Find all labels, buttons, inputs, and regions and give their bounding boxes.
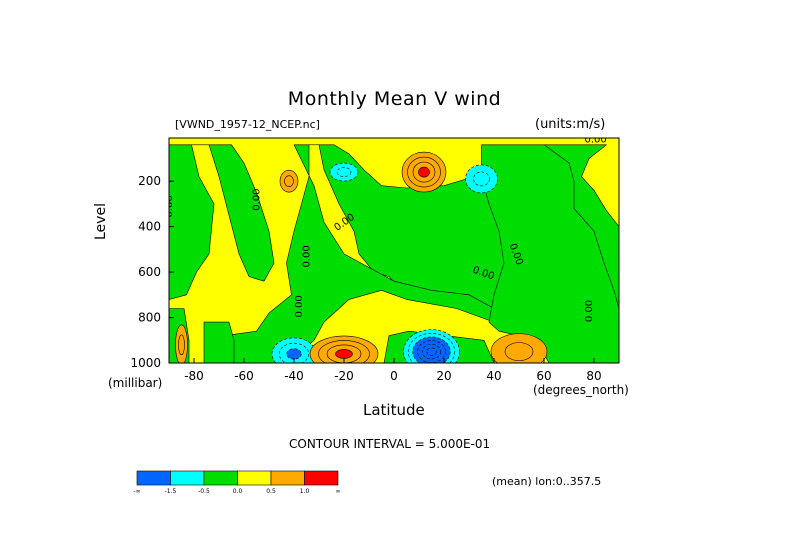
contour-interval-label: CONTOUR INTERVAL = 5.000E-01 <box>289 437 491 451</box>
units-label: (units:m/s) <box>535 117 606 132</box>
x-axis-label: Latitude <box>363 401 425 419</box>
colorbar-swatch-3 <box>237 470 272 486</box>
x-tick-label-0: -80 <box>184 369 204 383</box>
y-tick-label-4: 1000 <box>130 356 161 370</box>
mean-longitude-label: (mean) lon:0..357.5 <box>492 475 602 488</box>
x-tick-label-1: -60 <box>234 369 254 383</box>
dataset-label: [VWND_1957-12_NCEP.nc] <box>175 118 320 131</box>
green-region-0 <box>169 144 215 300</box>
colorbar-label-4: 0.5 <box>266 488 276 495</box>
contour-label-7: 0.00 <box>585 135 607 146</box>
x-tick-label-7: 60 <box>536 369 551 383</box>
contour-label-0: 0.00 <box>164 195 175 217</box>
x-tick-label-2: -40 <box>284 369 304 383</box>
contour-label-1: 0.00 <box>252 188 263 210</box>
colorbar-label-2: -0.5 <box>198 488 210 495</box>
extremum-8 <box>175 324 188 363</box>
x-tick-label-8: 80 <box>586 369 601 383</box>
y-ticks: 200 400 600 800 1000 <box>130 174 174 370</box>
y-tick-label-2: 600 <box>138 265 161 279</box>
extremum-2 <box>329 162 359 182</box>
y-tick-label-1: 400 <box>138 220 161 234</box>
contour-label-2: 0.00 <box>302 245 313 267</box>
extremum-3 <box>279 169 299 193</box>
x-tick-label-4: 0 <box>390 369 398 383</box>
green-region-4 <box>481 144 619 363</box>
x-ticks: -80 -60 -40 -20 0 20 40 60 80 <box>184 358 602 383</box>
extremum-0 <box>401 151 447 193</box>
y-tick-label-0: 200 <box>138 174 161 188</box>
x-tick-label-6: 40 <box>486 369 501 383</box>
x-tick-label-5: 20 <box>436 369 451 383</box>
colorbar-label-5: 1.0 <box>300 488 310 495</box>
chart-title: Monthly Mean V wind <box>287 88 502 110</box>
green-region-1 <box>188 144 275 282</box>
colorbar-swatch-0 <box>136 470 171 486</box>
colorbar-label-0: -∞ <box>133 488 140 495</box>
colorbar-swatch-5 <box>304 470 339 486</box>
extremum-4 <box>403 329 460 363</box>
extremum-6 <box>309 335 379 363</box>
colorbar-label-1: -1.5 <box>165 488 177 495</box>
colorbar-label-6: ∞ <box>336 488 341 495</box>
extremum-5 <box>271 337 317 363</box>
colorbar-swatch-1 <box>170 470 205 486</box>
extremum-1 <box>465 164 498 194</box>
x-axis-units: (degrees_north) <box>533 383 629 397</box>
contour-label-8: 0.00 <box>584 300 595 322</box>
y-tick-label-3: 800 <box>138 311 161 325</box>
x-tick-label-3: -20 <box>334 369 354 383</box>
extremum-7 <box>490 333 548 363</box>
green-region-6 <box>203 321 235 363</box>
y-axis-units: (millibar) <box>108 376 163 390</box>
contour-label-4: 0.00 <box>294 295 305 317</box>
colorbar-label-3: 0.0 <box>233 488 243 495</box>
colorbar-swatch-4 <box>270 470 305 486</box>
contour-field: 0.00 0.000.000.000.000.000.000.000.00 <box>164 135 619 363</box>
colorbar-swatch-2 <box>203 470 238 486</box>
